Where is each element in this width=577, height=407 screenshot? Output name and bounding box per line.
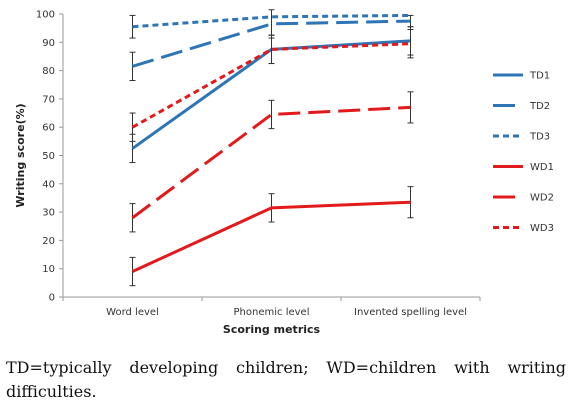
figure-caption: TD=typically developing children; WD=chi…	[6, 358, 566, 401]
series-line	[131, 200, 411, 273]
y-tick-label: 30	[42, 208, 55, 219]
y-tick-label: 50	[42, 151, 55, 162]
y-tick-label: 100	[36, 10, 55, 21]
y-axis-ticks: 0 10 20 30 40 50 60 70 80 90 100	[36, 10, 63, 304]
y-tick-label: 10	[42, 264, 55, 275]
x-tick-label: Phonemic level	[234, 307, 310, 318]
series-td3	[129, 13, 411, 39]
y-tick-label: 60	[42, 123, 55, 134]
legend-label: WD2	[530, 193, 554, 204]
series-wd1	[129, 186, 414, 287]
legend-label: WD1	[530, 162, 554, 173]
legend: TD1 TD2 TD3 WD1 WD2 WD3	[493, 71, 554, 234]
x-axis-ticks: Word level Phonemic level Invented spellin…	[62, 297, 481, 318]
x-tick-label: Word level	[106, 307, 159, 318]
x-tick-label: Invented spelling level	[354, 307, 467, 318]
legend-label: TD2	[529, 101, 550, 112]
legend-label: TD3	[529, 132, 550, 143]
y-tick-label: 0	[49, 293, 55, 304]
y-tick-label: 80	[42, 66, 55, 77]
x-axis-title: Scoring metrics	[223, 323, 321, 336]
y-tick-label: 70	[42, 94, 55, 105]
y-tick-label: 40	[42, 179, 55, 190]
series-td2	[129, 9, 414, 82]
legend-label: WD3	[530, 223, 554, 234]
axes	[62, 14, 480, 298]
y-tick-label: 20	[42, 236, 55, 247]
legend-label: TD1	[529, 71, 550, 82]
series-line	[131, 42, 411, 129]
series-wd3	[129, 29, 414, 142]
series-line	[132, 13, 411, 29]
y-tick-label: 90	[42, 38, 55, 49]
series-layer	[129, 9, 414, 287]
series-line	[132, 19, 411, 68]
series-wd2	[129, 91, 414, 233]
line-chart: 0 10 20 30 40 50 60 70 80 90 100 Word level Phonemi…	[14, 9, 554, 336]
y-axis-title: Writing score(%)	[14, 103, 27, 207]
